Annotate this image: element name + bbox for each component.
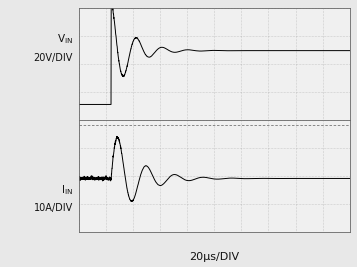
Text: 10A/DIV: 10A/DIV [34, 203, 73, 213]
Text: I$_{\rm IN}$: I$_{\rm IN}$ [61, 183, 73, 197]
Text: 20V/DIV: 20V/DIV [34, 53, 73, 64]
Text: 20μs/DIV: 20μs/DIV [189, 252, 239, 262]
Text: V$_{\rm IN}$: V$_{\rm IN}$ [57, 33, 73, 46]
